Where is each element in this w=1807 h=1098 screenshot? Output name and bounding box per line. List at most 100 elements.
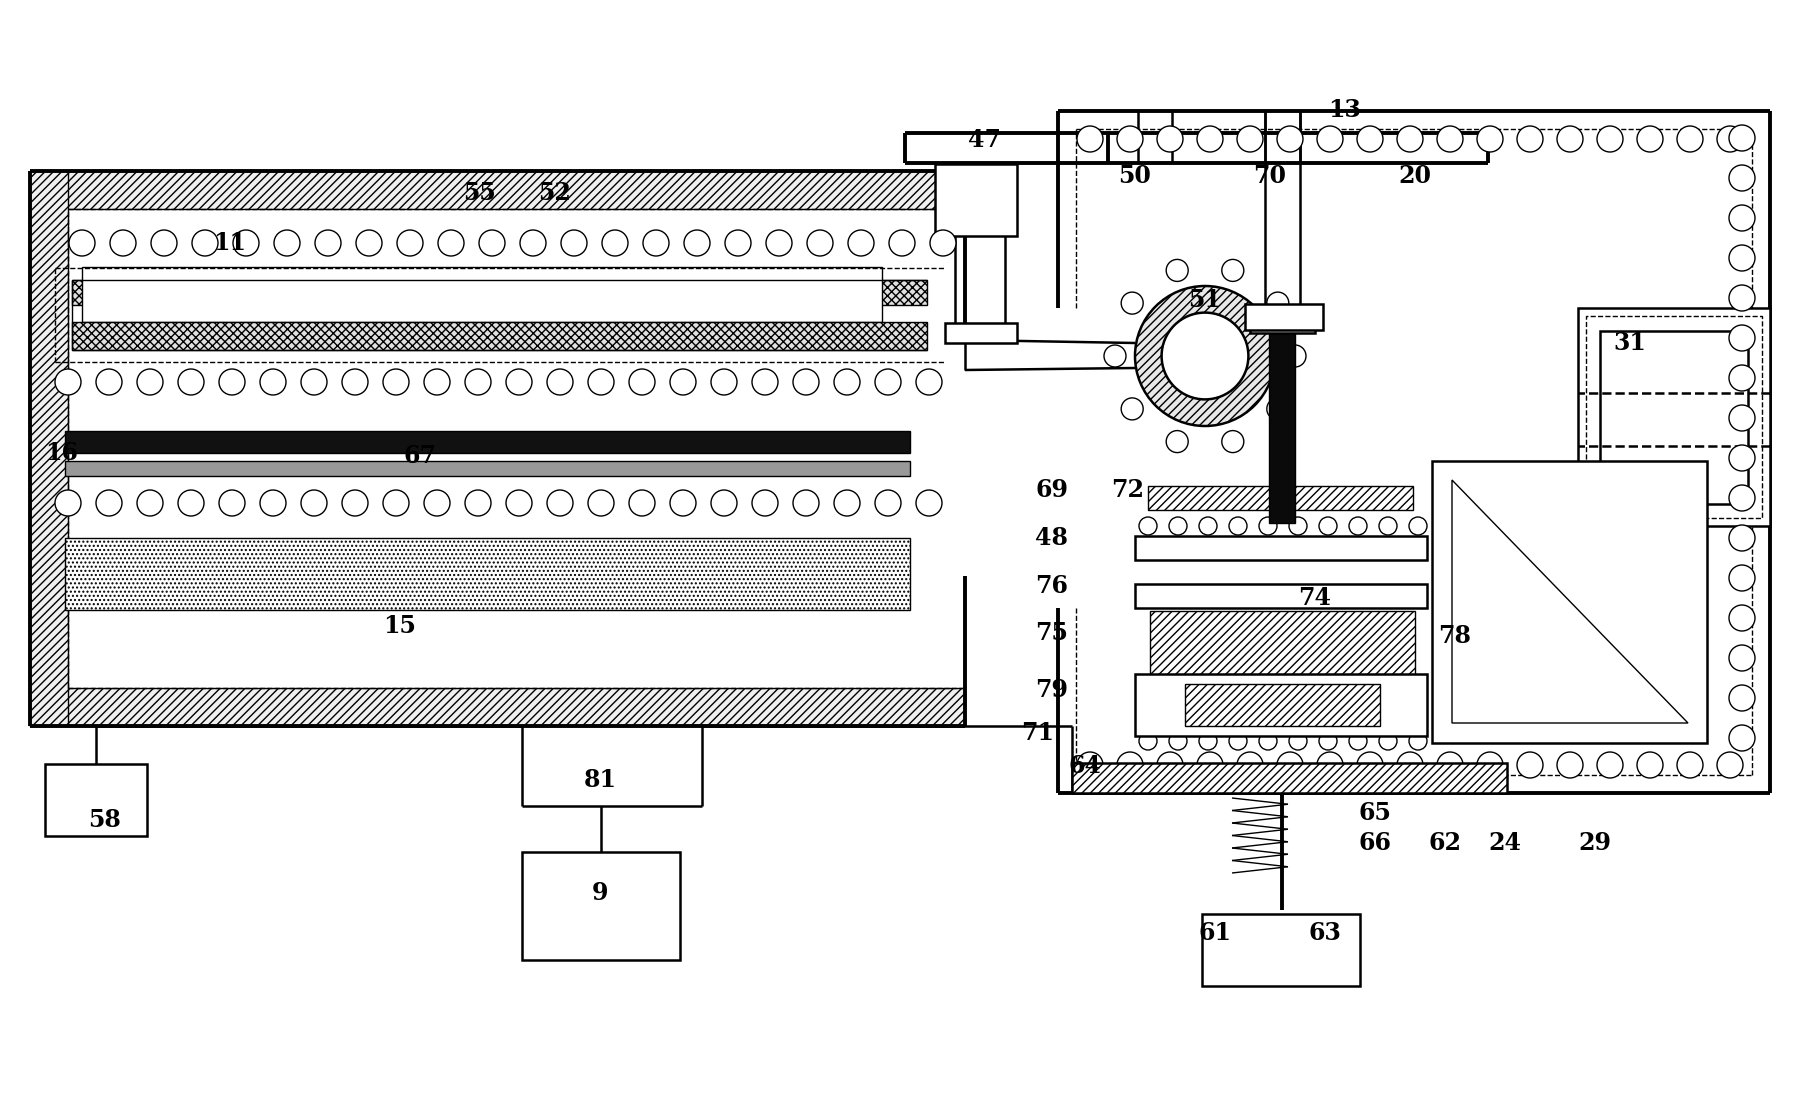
Circle shape <box>1727 325 1755 351</box>
Circle shape <box>1727 405 1755 432</box>
Circle shape <box>54 369 81 395</box>
Circle shape <box>1357 752 1382 778</box>
Circle shape <box>602 229 627 256</box>
Bar <box>1135 674 1426 736</box>
Circle shape <box>766 229 791 256</box>
Circle shape <box>1236 126 1263 152</box>
Circle shape <box>96 490 121 516</box>
Circle shape <box>479 229 504 256</box>
Circle shape <box>110 229 136 256</box>
Text: 15: 15 <box>383 614 416 638</box>
Bar <box>1245 304 1323 330</box>
Circle shape <box>1348 517 1366 535</box>
Circle shape <box>1727 525 1755 551</box>
Circle shape <box>1596 752 1623 778</box>
Circle shape <box>342 490 369 516</box>
Circle shape <box>398 229 423 256</box>
Bar <box>1072 763 1507 793</box>
Bar <box>72 322 927 350</box>
Circle shape <box>177 369 204 395</box>
Bar <box>1431 461 1706 743</box>
Circle shape <box>1727 725 1755 751</box>
Bar <box>1578 309 1769 526</box>
Text: 70: 70 <box>1252 164 1287 188</box>
Circle shape <box>1222 430 1243 452</box>
Circle shape <box>219 369 246 395</box>
Circle shape <box>1258 517 1276 535</box>
Circle shape <box>219 490 246 516</box>
Circle shape <box>383 490 408 516</box>
Circle shape <box>1727 165 1755 191</box>
Circle shape <box>1727 205 1755 231</box>
Text: 31: 31 <box>1612 330 1646 355</box>
Bar <box>65 432 909 453</box>
Circle shape <box>1727 125 1755 152</box>
Circle shape <box>1276 126 1303 152</box>
Circle shape <box>1276 752 1303 778</box>
Circle shape <box>1229 732 1247 750</box>
Bar <box>1249 305 1314 333</box>
Circle shape <box>1315 126 1343 152</box>
Circle shape <box>1727 245 1755 271</box>
Circle shape <box>1258 732 1276 750</box>
Text: 11: 11 <box>213 231 246 255</box>
Circle shape <box>152 229 177 256</box>
Circle shape <box>1120 397 1142 419</box>
Bar <box>522 852 679 960</box>
Circle shape <box>1135 285 1274 426</box>
Circle shape <box>1379 732 1397 750</box>
Text: 62: 62 <box>1428 831 1460 855</box>
Circle shape <box>560 229 587 256</box>
Circle shape <box>1138 732 1156 750</box>
Bar <box>1147 486 1413 509</box>
Circle shape <box>300 490 327 516</box>
Circle shape <box>1717 126 1742 152</box>
Text: 61: 61 <box>1198 921 1231 945</box>
Text: 76: 76 <box>1035 574 1068 598</box>
Circle shape <box>1166 430 1187 452</box>
Text: 67: 67 <box>403 444 435 468</box>
Bar <box>1135 536 1426 560</box>
Bar <box>1269 315 1294 523</box>
Circle shape <box>929 229 956 256</box>
Circle shape <box>1397 126 1422 152</box>
Bar <box>65 461 909 477</box>
Circle shape <box>587 369 614 395</box>
Circle shape <box>1348 732 1366 750</box>
Text: 20: 20 <box>1399 164 1431 188</box>
Circle shape <box>833 369 860 395</box>
Circle shape <box>1169 732 1187 750</box>
Circle shape <box>587 490 614 516</box>
Text: 48: 48 <box>1035 526 1068 550</box>
Circle shape <box>1117 126 1142 152</box>
Circle shape <box>806 229 833 256</box>
Circle shape <box>1727 445 1755 471</box>
Circle shape <box>629 490 654 516</box>
Circle shape <box>1516 752 1541 778</box>
Circle shape <box>1138 517 1156 535</box>
Polygon shape <box>1451 480 1688 722</box>
Circle shape <box>1437 126 1462 152</box>
Circle shape <box>916 490 941 516</box>
Circle shape <box>506 369 531 395</box>
Circle shape <box>177 490 204 516</box>
Circle shape <box>752 490 777 516</box>
Text: 74: 74 <box>1297 586 1330 610</box>
Circle shape <box>137 490 163 516</box>
Circle shape <box>1288 517 1306 535</box>
Circle shape <box>1727 605 1755 631</box>
Text: 66: 66 <box>1357 831 1391 855</box>
Circle shape <box>710 369 737 395</box>
Text: 58: 58 <box>89 808 121 832</box>
Circle shape <box>1319 732 1335 750</box>
Circle shape <box>425 369 450 395</box>
Circle shape <box>54 490 81 516</box>
Circle shape <box>1556 752 1583 778</box>
Circle shape <box>1222 259 1243 281</box>
Bar <box>31 171 69 726</box>
Circle shape <box>1408 517 1426 535</box>
Bar <box>31 171 965 209</box>
Circle shape <box>1677 126 1702 152</box>
Circle shape <box>1077 752 1102 778</box>
Text: 72: 72 <box>1111 478 1144 502</box>
